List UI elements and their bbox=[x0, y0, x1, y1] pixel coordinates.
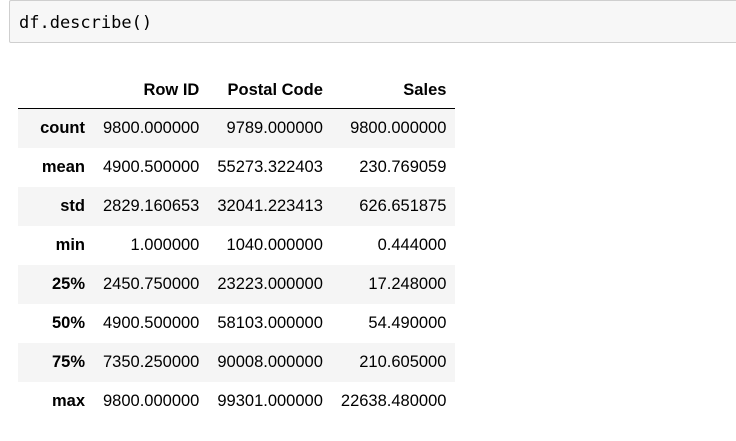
table-cell: 1040.000000 bbox=[226, 236, 323, 254]
index-header bbox=[18, 72, 94, 109]
table-cell: 0.444000 bbox=[377, 236, 447, 254]
code-cell-input[interactable]: df.describe() bbox=[9, 0, 736, 43]
table-cell: 58103.000000 bbox=[217, 314, 323, 332]
table-row: min 1.000000 1040.000000 0.444000 bbox=[18, 226, 456, 265]
table-cell: 626.651875 bbox=[359, 197, 447, 215]
table-cell: 9789.000000 bbox=[226, 119, 323, 137]
row-label: 75% bbox=[51, 353, 85, 371]
table-cell: 17.248000 bbox=[368, 275, 447, 293]
table-row: 25% 2450.750000 23223.000000 17.248000 bbox=[18, 265, 456, 304]
table-cell: 7350.250000 bbox=[103, 353, 200, 371]
row-label: min bbox=[55, 236, 85, 254]
table-cell: 210.605000 bbox=[359, 353, 447, 371]
table-cell: 54.490000 bbox=[368, 314, 447, 332]
table-row: count 9800.000000 9789.000000 9800.00000… bbox=[18, 108, 456, 148]
row-label: 25% bbox=[51, 275, 85, 293]
row-label: max bbox=[51, 392, 85, 410]
table-cell: 4900.500000 bbox=[103, 314, 200, 332]
table-row: mean 4900.500000 55273.322403 230.769059 bbox=[18, 148, 456, 187]
column-header: Sales bbox=[331, 72, 456, 109]
row-label: count bbox=[40, 119, 85, 137]
column-header: Row ID bbox=[94, 72, 209, 109]
table-cell: 9800.000000 bbox=[103, 392, 200, 410]
table-row: max 9800.000000 99301.000000 22638.48000… bbox=[18, 382, 456, 421]
describe-output-table: Row ID Postal Code Sales count 9800.0000… bbox=[18, 72, 456, 421]
row-label: std bbox=[60, 197, 85, 215]
table-cell: 2450.750000 bbox=[103, 275, 200, 293]
row-label: 50% bbox=[51, 314, 85, 332]
table-cell: 23223.000000 bbox=[217, 275, 323, 293]
table-row: 75% 7350.250000 90008.000000 210.605000 bbox=[18, 343, 456, 382]
table-cell: 32041.223413 bbox=[217, 197, 323, 215]
table-cell: 4900.500000 bbox=[103, 158, 200, 176]
table-header-row: Row ID Postal Code Sales bbox=[18, 72, 456, 109]
table-cell: 1.000000 bbox=[130, 236, 200, 254]
table-cell: 90008.000000 bbox=[217, 353, 323, 371]
table-cell: 55273.322403 bbox=[217, 158, 323, 176]
table-cell: 99301.000000 bbox=[217, 392, 323, 410]
row-label: mean bbox=[41, 158, 85, 176]
table-cell: 9800.000000 bbox=[103, 119, 200, 137]
table-row: std 2829.160653 32041.223413 626.651875 bbox=[18, 187, 456, 226]
table-cell: 22638.480000 bbox=[340, 392, 447, 410]
table-row: 50% 4900.500000 58103.000000 54.490000 bbox=[18, 304, 456, 343]
table-cell: 230.769059 bbox=[359, 158, 447, 176]
table-cell: 9800.000000 bbox=[350, 119, 447, 137]
code-text: df.describe() bbox=[19, 13, 153, 33]
table-cell: 2829.160653 bbox=[103, 197, 200, 215]
column-header: Postal Code bbox=[208, 72, 332, 109]
